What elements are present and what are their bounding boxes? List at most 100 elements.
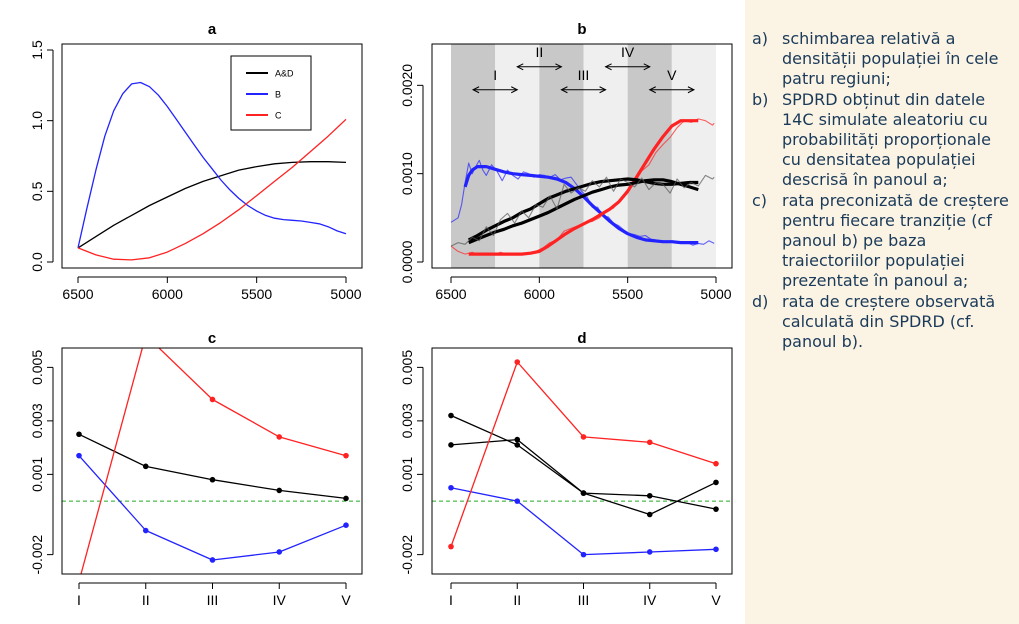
data-point-c-1-V — [343, 495, 349, 502]
x-tick-label-a-4: 5000 — [330, 286, 361, 302]
data-point-d-1-II — [514, 442, 521, 448]
series-line-a-2 — [77, 81, 347, 249]
plot-frame-b — [431, 43, 733, 269]
x-tick-label-d-5: V — [711, 592, 721, 608]
y-tick-label-a-4: 1.5 — [29, 40, 45, 60]
x-tick-label-a-3: 5500 — [241, 286, 272, 302]
chart-a: A&D B Ca 6500 6000 5500 5000 0.0 0.5 1.0 1.5 — [29, 21, 363, 302]
y-tick-label-b-1: 0.0000 — [399, 240, 415, 283]
caption-item-c: c) rata preconizată de creștere pentru fi… — [752, 191, 1014, 292]
data-point-d-4-I — [448, 543, 454, 550]
time-band-3 — [539, 44, 584, 268]
data-point-d-3-I — [448, 484, 454, 491]
legend-label-3: C — [275, 111, 282, 121]
transition-label-II: II — [535, 44, 543, 60]
plot-frame-a — [61, 43, 363, 269]
series-line-c-3 — [80, 348, 347, 574]
x-tick-label-b-3: 5500 — [612, 286, 643, 302]
x-tick-label-c-2: II — [142, 592, 150, 608]
data-point-d-2-III — [580, 490, 587, 496]
data-point-c-1-II — [142, 463, 149, 470]
data-point-c-2-III — [209, 557, 216, 563]
y-tick-label-d-3: 0.003 — [399, 403, 415, 438]
plot-area-a — [77, 81, 347, 261]
transition-label-I: I — [493, 67, 497, 83]
series-line-b-6 — [468, 178, 699, 245]
arrowhead-left-I — [471, 86, 480, 94]
panel-title-d: d — [577, 330, 586, 347]
caption-label-b: b) — [752, 89, 769, 109]
series-line-b-2 — [450, 159, 715, 246]
data-point-d-3-V — [713, 546, 719, 553]
data-point-c-2-V — [343, 522, 349, 528]
series-line-d-1 — [450, 414, 717, 516]
data-point-d-3-IV — [646, 549, 653, 555]
time-band-6 — [671, 44, 716, 268]
x-tick-label-a-2: 6000 — [152, 286, 183, 302]
caption-text-c: rata preconizată de creștere pentru fiec… — [782, 190, 1009, 291]
data-point-c-2-I — [76, 452, 82, 459]
data-point-c-3-V — [343, 452, 349, 459]
time-band-4 — [583, 44, 628, 268]
caption-item-a: a) schimbarea relativă a densității popul… — [752, 29, 1014, 90]
x-tick-label-c-4: IV — [273, 592, 287, 608]
data-point-d-2-V — [713, 506, 719, 512]
x-tick-label-b-1: 6500 — [435, 286, 466, 302]
data-point-c-1-I — [76, 431, 82, 438]
data-point-d-3-III — [580, 551, 587, 558]
y-tick-label-c-1: -0.002 — [29, 535, 45, 575]
y-tick-label-b-3: 0.0020 — [399, 64, 415, 107]
caption-item-d: d) rata de creștere observată calculată d… — [752, 292, 1014, 353]
x-tick-label-a-1: 6500 — [62, 286, 93, 302]
plot-area-d — [432, 359, 732, 558]
transition-label-V: V — [667, 67, 677, 83]
plot-frame-c — [61, 347, 363, 575]
caption-label-c: c) — [752, 190, 768, 210]
transition-label-III: III — [578, 67, 590, 83]
panel-title-c: c — [208, 330, 216, 347]
y-tick-label-d-1: -0.002 — [399, 535, 415, 575]
caption-text-a: schimbarea relativă a densității populaț… — [782, 29, 999, 89]
caption-text-d: rata de creștere observată calculată din… — [782, 291, 996, 352]
caption-label-d: d) — [752, 291, 769, 311]
time-band-2 — [495, 44, 540, 268]
series-line-b-4 — [450, 118, 715, 256]
data-point-d-1-V — [713, 479, 719, 486]
x-tick-label-d-2: II — [513, 592, 521, 608]
data-point-d-1-IV — [646, 511, 653, 518]
series-line-c-2 — [78, 455, 347, 561]
data-point-d-2-I — [448, 442, 454, 448]
transition-label-IV: IV — [621, 44, 635, 60]
series-line-b-7 — [450, 174, 715, 247]
caption-list: a) schimbarea relativă a densității popul… — [752, 29, 1014, 352]
caption-label-a: a) — [752, 29, 769, 48]
data-point-d-4-III — [580, 434, 587, 440]
plot-area-c — [62, 348, 362, 574]
y-tick-label-c-3: 0.003 — [29, 403, 45, 438]
data-point-c-2-II — [142, 527, 149, 534]
y-tick-label-b-2: 0.0010 — [399, 152, 415, 195]
caption-item-b: b) SPDRD obținut din datele 14C simulate … — [752, 90, 1014, 191]
series-line-d-4 — [450, 361, 717, 547]
series-line-d-3 — [450, 487, 717, 556]
data-point-c-2-IV — [276, 549, 283, 555]
data-point-d-4-IV — [646, 439, 653, 446]
caption: a) schimbarea relativă a densității popul… — [752, 29, 1014, 352]
data-point-d-2-II — [514, 436, 521, 443]
y-tick-label-c-2: 0.001 — [29, 457, 45, 492]
arrowhead-right-III — [599, 86, 607, 94]
caption-text-b: SPDRD obținut din datele 14C simulate al… — [782, 89, 991, 190]
x-tick-label-b-4: 5000 — [700, 286, 731, 302]
series-line-d-2 — [450, 438, 717, 510]
panel-title-a: a — [208, 21, 217, 38]
data-point-c-1-III — [209, 476, 216, 483]
x-tick-label-d-4: IV — [643, 592, 657, 608]
data-point-d-1-I — [448, 412, 454, 419]
x-tick-label-c-3: III — [207, 592, 219, 608]
y-tick-label-c-4: 0.005 — [29, 350, 45, 385]
